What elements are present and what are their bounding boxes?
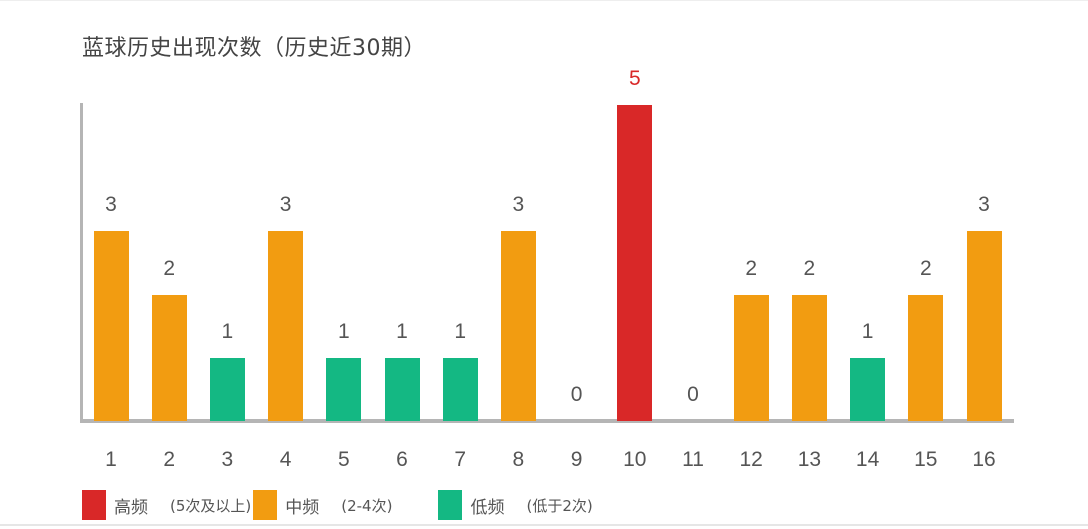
bar-14 bbox=[850, 357, 886, 421]
x-tick-label-12: 12 bbox=[739, 448, 763, 471]
bar-16 bbox=[966, 231, 1002, 421]
x-tick-label-11: 11 bbox=[682, 448, 704, 471]
value-label-4: 3 bbox=[279, 193, 292, 217]
x-tick-label-5: 5 bbox=[337, 448, 350, 471]
x-tick-label-15: 15 bbox=[914, 448, 938, 471]
value-label-7: 1 bbox=[454, 319, 467, 343]
x-tick-label-2: 2 bbox=[163, 448, 176, 471]
x-tick-label-10: 10 bbox=[623, 448, 647, 471]
y-axis-line bbox=[80, 103, 83, 423]
bar-5 bbox=[326, 357, 362, 421]
bar-3 bbox=[209, 357, 245, 421]
legend-label-mid: 中频 bbox=[285, 497, 320, 518]
bar-7 bbox=[442, 357, 478, 421]
x-tick-label-8: 8 bbox=[512, 448, 525, 471]
legend-note-low: (低于2次) bbox=[526, 496, 593, 515]
value-label-14: 1 bbox=[861, 319, 874, 343]
value-label-13: 2 bbox=[803, 256, 816, 280]
x-tick-label-9: 9 bbox=[570, 448, 583, 471]
value-label-10: 5 bbox=[628, 67, 641, 90]
legend-swatch-low bbox=[438, 490, 463, 520]
x-tick-label-13: 13 bbox=[797, 448, 822, 471]
x-tick-label-16: 16 bbox=[972, 448, 996, 471]
x-tick-label-6: 6 bbox=[396, 448, 408, 471]
legend-label-low: 低频 bbox=[470, 497, 505, 518]
bar-4 bbox=[268, 231, 304, 421]
value-label-8: 3 bbox=[512, 193, 525, 217]
legend-label-high: 高频 bbox=[114, 497, 148, 518]
value-label-12: 2 bbox=[745, 256, 758, 280]
legend-note-high: (5次及以上) bbox=[170, 496, 252, 515]
legend-item-low: 低频 (低于2次) bbox=[438, 490, 593, 520]
legend-note-mid: (2-4次) bbox=[341, 496, 393, 515]
x-tick-label-3: 3 bbox=[221, 448, 234, 471]
x-tick-label-7: 7 bbox=[454, 448, 467, 471]
value-label-3: 1 bbox=[221, 319, 234, 343]
legend-swatch-mid bbox=[253, 490, 278, 520]
value-label-5: 1 bbox=[337, 319, 350, 343]
value-label-6: 1 bbox=[396, 319, 408, 343]
legend-swatch-high bbox=[82, 490, 106, 520]
x-tick-label-14: 14 bbox=[855, 448, 880, 471]
bar-6 bbox=[384, 357, 420, 421]
bar-10 bbox=[617, 105, 653, 421]
value-label-2: 2 bbox=[163, 256, 176, 280]
legend-item-mid: 中频 (2-4次) bbox=[253, 490, 392, 520]
legend-item-high: 高频 (5次及以上) bbox=[82, 490, 251, 520]
x-tick-label-1: 1 bbox=[105, 448, 117, 471]
bar-15 bbox=[908, 294, 944, 421]
bar-8 bbox=[500, 231, 536, 421]
value-label-9: 0 bbox=[570, 383, 583, 406]
chart-title: 蓝球历史出现次数（历史近30期） bbox=[82, 36, 426, 61]
bar-2 bbox=[151, 294, 187, 421]
bar-1 bbox=[93, 231, 129, 421]
x-axis-line bbox=[80, 419, 1014, 423]
bar-13 bbox=[791, 294, 827, 421]
x-tick-label-4: 4 bbox=[279, 448, 292, 471]
value-label-1: 3 bbox=[105, 193, 117, 217]
bar-12 bbox=[733, 294, 769, 421]
legend: 高频 (5次及以上) 中频 (2-4次) 低频 (低于2次) bbox=[82, 489, 593, 521]
value-label-11: 0 bbox=[687, 383, 699, 406]
value-label-15: 2 bbox=[919, 256, 932, 280]
value-label-16: 3 bbox=[978, 193, 990, 217]
